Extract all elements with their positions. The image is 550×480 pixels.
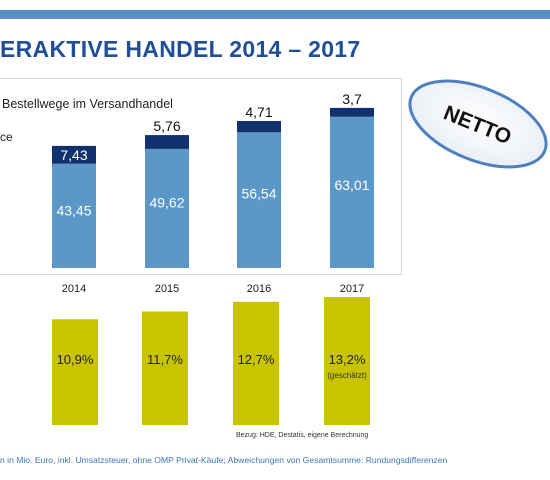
bar-value-label: 43,45 [56, 203, 91, 219]
top-accent-bar [0, 10, 550, 19]
x-tick-label: 2014 [62, 283, 86, 295]
bar-value-label: 5,76 [153, 118, 180, 134]
bar-value-label: 63,01 [334, 177, 369, 193]
share-value-label: 10,9% [57, 352, 94, 367]
bar-value-label: 4,71 [245, 104, 272, 120]
bar-segment-base [145, 148, 189, 268]
source-note: Bezug: HDE, Destatis, eigene Berechnung [236, 432, 369, 439]
share-value-label: 11,7% [147, 352, 183, 367]
share-bar [142, 311, 188, 425]
bar-value-label: 56,54 [241, 185, 276, 201]
netto-badge: NETTO [408, 79, 548, 169]
chart-subtitle: Bestellwege im Versandhandel [2, 97, 173, 111]
share-bar [52, 319, 98, 425]
bar-segment-base [52, 163, 96, 268]
share-sublabel: (geschätzt) [327, 371, 367, 380]
x-tick-label: 2015 [155, 283, 179, 295]
page-title: ERAKTIVE HANDEL 2014 – 2017 [0, 36, 361, 62]
bar-segment-base [237, 132, 281, 268]
chart-frame [0, 78, 402, 275]
share-bar [233, 301, 279, 425]
share-value-label: 13,2% [329, 352, 366, 367]
share-bar [324, 296, 370, 425]
bar-segment-top [52, 145, 96, 164]
bar-segment-top [237, 121, 281, 133]
bar-segment-top [330, 107, 374, 117]
footnote: n in Mio. Euro, inkl. Umsatzsteuer, ohne… [0, 455, 448, 465]
x-tick-label: 2016 [247, 283, 271, 295]
x-tick-label: 2017 [340, 283, 364, 295]
netto-ellipse [408, 79, 548, 169]
bar-value-label: 3,7 [342, 91, 362, 107]
legend-fragment: ce [0, 130, 13, 144]
bar-value-label: 49,62 [149, 195, 184, 211]
share-value-label: 12,7% [238, 352, 275, 367]
bar-segment-base [330, 116, 374, 268]
bar-segment-top [145, 135, 189, 149]
bar-value-label: 7,43 [60, 147, 87, 163]
